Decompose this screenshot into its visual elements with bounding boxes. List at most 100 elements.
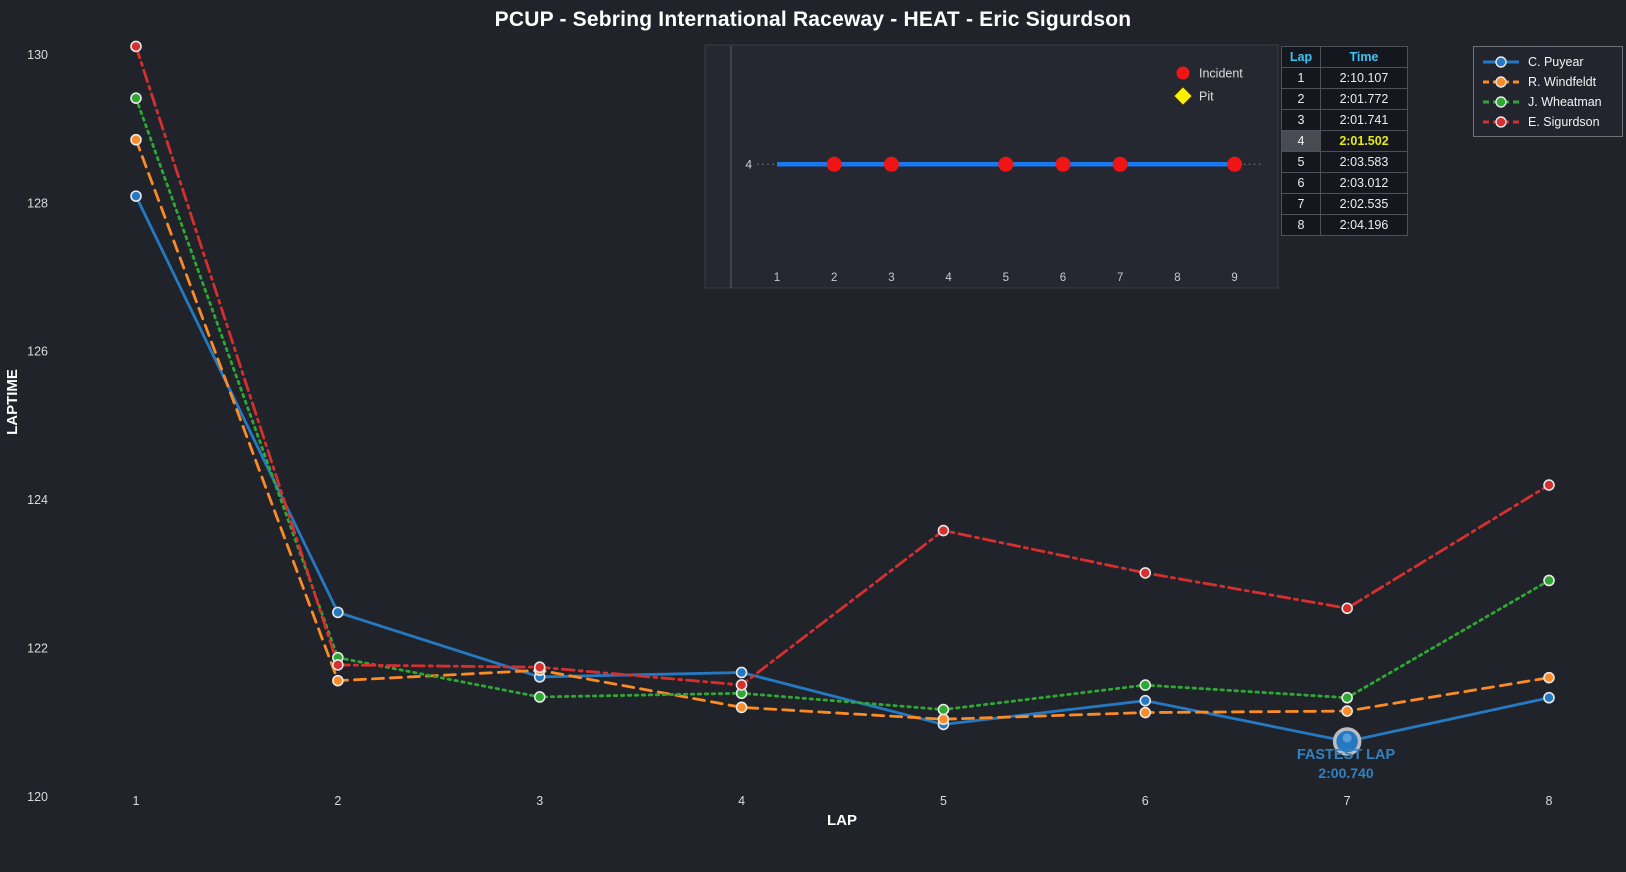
lap-number-cell: 4 [1281, 130, 1321, 152]
series-line-r-windfeldt [134, 138, 1551, 721]
legend-label: R. Windfeldt [1528, 75, 1597, 89]
lap-table-header-row: Lap Time [1281, 46, 1408, 68]
legend-sample-c-puyear [1483, 56, 1519, 68]
point-j-wheatman-lap3 [533, 691, 546, 703]
lap-number-cell: 7 [1281, 193, 1321, 215]
y-tick-128: 128 [27, 196, 48, 210]
point-j-wheatman-lap1 [130, 92, 142, 104]
inset-row-label: 4 [745, 157, 752, 171]
series-legend: C. Puyear R. Windfeldt J. Wheatman E. Sigur… [1473, 46, 1623, 137]
incident-dot-lap9 [1227, 156, 1243, 172]
incident-dot-lap6 [1055, 156, 1071, 172]
x-axis-label: LAP [827, 812, 857, 829]
lap-table-row-5: 5 2:03.583 [1281, 151, 1408, 173]
x-tick-4: 4 [738, 794, 745, 808]
point-c-puyear-lap8 [1543, 691, 1555, 704]
lap-time-cell: 2:02.535 [1320, 193, 1408, 215]
inset-x-tick-4: 4 [945, 272, 952, 284]
y-tick-122: 122 [27, 642, 48, 656]
point-r-windfeldt-lap6 [1139, 706, 1152, 719]
lap-table-row-2: 2 2:01.772 [1281, 88, 1408, 110]
fastest-lap-time: 2:00.740 [1318, 765, 1374, 781]
inset-x-tick-1: 1 [774, 272, 780, 284]
lap-number-cell: 1 [1281, 67, 1321, 89]
legend-sample-j-wheatman [1483, 96, 1519, 108]
point-r-windfeldt-lap2 [332, 674, 344, 687]
legend-sample-e-sigurdson [1483, 116, 1519, 128]
point-e-sigurdson-lap3 [533, 661, 546, 674]
series-line-e-sigurdson [134, 45, 1551, 687]
y-tick-124: 124 [27, 493, 48, 507]
inset-x-tick-9: 9 [1231, 272, 1237, 284]
fastest-lap-marker-core [1342, 733, 1352, 743]
point-e-sigurdson-lap7 [1341, 602, 1353, 615]
page-title: PCUP - Sebring International Raceway - H… [494, 8, 1132, 31]
lap-time-cell: 2:01.502 [1320, 130, 1408, 152]
y-tick-120: 120 [27, 790, 48, 804]
legend-item-r-windfeldt: R. Windfeldt [1482, 72, 1622, 92]
inset-x-tick-5: 5 [1003, 272, 1009, 284]
inset-x-tick-2: 2 [831, 272, 837, 284]
legend-label: J. Wheatman [1528, 95, 1602, 109]
point-j-wheatman-lap7 [1341, 691, 1353, 704]
lap-number-cell: 8 [1281, 214, 1321, 236]
incident-dot-lap7 [1112, 156, 1128, 172]
inset-x-tick-8: 8 [1174, 272, 1180, 284]
lap-number-cell: 5 [1281, 151, 1321, 173]
lap-time-cell: 2:03.583 [1320, 151, 1408, 173]
legend-item-j-wheatman: J. Wheatman [1482, 92, 1622, 112]
fastest-lap-annotation: FASTEST LAP 2:00.740 [1262, 746, 1430, 782]
lap-column-header: Lap [1281, 46, 1321, 68]
legend-item-e-sigurdson: E. Sigurdson [1482, 112, 1622, 132]
lap-time-cell: 2:01.741 [1320, 109, 1408, 131]
x-tick-5: 5 [940, 794, 947, 808]
series-line-c-puyear [134, 194, 1551, 743]
lap-table-row-3: 3 2:01.741 [1281, 109, 1408, 131]
time-column-header: Time [1320, 46, 1408, 68]
legend-label: C. Puyear [1528, 55, 1584, 69]
point-e-sigurdson-lap2 [332, 659, 344, 671]
inset-legend-label-pit: Pit [1199, 90, 1214, 104]
point-c-puyear-lap6 [1139, 694, 1152, 707]
incident-dot-lap5 [998, 156, 1014, 172]
lap-time-cell: 2:03.012 [1320, 172, 1408, 194]
point-r-windfeldt-lap7 [1341, 705, 1353, 717]
lap-time-table: Lap Time 1 2:10.107 2 2:01.772 3 2:01.741 4 2:0… [1281, 46, 1408, 236]
lap-time-cell: 2:10.107 [1320, 67, 1408, 89]
point-c-puyear-lap1 [130, 190, 142, 202]
legend-label: E. Sigurdson [1528, 115, 1600, 129]
lap-number-cell: 2 [1281, 88, 1321, 110]
lap-table-row-7: 7 2:02.535 [1281, 193, 1408, 215]
lap-number-cell: 6 [1281, 172, 1321, 194]
inset-x-tick-7: 7 [1117, 272, 1123, 284]
y-tick-130: 130 [27, 48, 48, 62]
x-tick-8: 8 [1546, 794, 1553, 808]
pit-legend-icon [1173, 86, 1193, 106]
x-tick-6: 6 [1142, 794, 1149, 808]
incident-dot-lap2 [826, 156, 842, 172]
legend-item-c-puyear: C. Puyear [1482, 52, 1622, 72]
lap-table-row-1: 1 2:10.107 [1281, 67, 1408, 89]
y-tick-126: 126 [27, 345, 48, 359]
x-tick-1: 1 [133, 794, 140, 808]
x-tick-3: 3 [536, 794, 543, 808]
point-e-sigurdson-lap8 [1543, 479, 1555, 491]
incident-dot-lap3 [883, 156, 899, 172]
lap-time-cell: 2:04.196 [1320, 214, 1408, 236]
point-e-sigurdson-lap4 [735, 679, 748, 691]
lap-table-row-8: 8 2:04.196 [1281, 214, 1408, 236]
incident-legend-icon [1176, 66, 1190, 80]
point-r-windfeldt-lap4 [735, 701, 748, 714]
point-c-puyear-lap2 [332, 606, 344, 619]
legend-sample-r-windfeldt [1483, 76, 1519, 88]
y-axis-label: LAPTIME [4, 369, 21, 435]
point-c-puyear-lap4 [735, 666, 748, 679]
point-j-wheatman-lap8 [1543, 574, 1555, 587]
point-r-windfeldt-lap5 [937, 713, 950, 726]
point-r-windfeldt-lap8 [1543, 671, 1555, 684]
point-e-sigurdson-lap6 [1139, 567, 1152, 579]
point-e-sigurdson-lap5 [937, 524, 950, 537]
x-tick-7: 7 [1344, 794, 1351, 808]
inset-x-tick-6: 6 [1060, 272, 1066, 284]
